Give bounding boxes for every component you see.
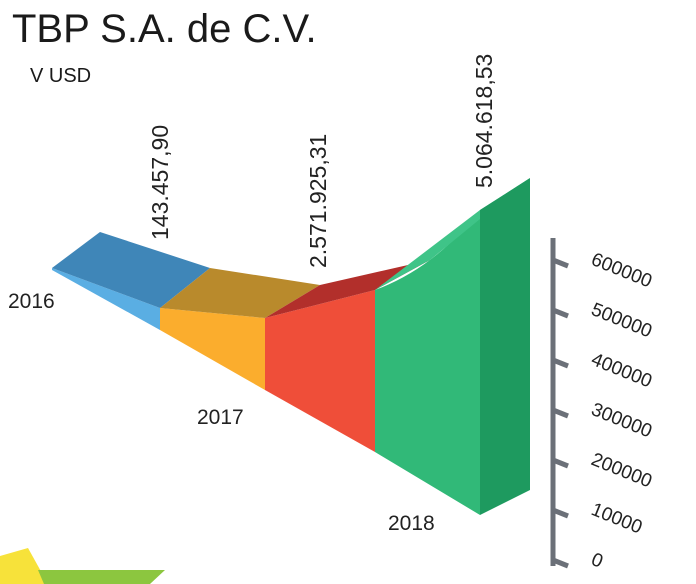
segment-2016 <box>52 232 210 330</box>
tick-mark <box>552 307 569 319</box>
value-label: 143.457,90 <box>147 125 173 240</box>
category-label: 2018 <box>388 512 435 535</box>
category-label: 2017 <box>197 406 244 429</box>
category-label: 2016 <box>8 290 55 313</box>
y-tick-label: 600000 <box>588 249 655 292</box>
segment-transition <box>160 268 320 390</box>
decoration <box>38 570 165 584</box>
segment-2018 <box>375 178 530 515</box>
decoration <box>0 548 48 584</box>
ticks: 0 10000 200000 300000 400000 500000 600000 <box>552 249 655 573</box>
y-tick-label: 200000 <box>588 449 655 492</box>
tick-mark <box>552 357 569 369</box>
tick-mark <box>552 557 569 569</box>
tick-mark <box>552 507 569 519</box>
y-tick-label: 300000 <box>588 399 655 442</box>
tick-mark <box>552 407 569 419</box>
chart-subtitle: V USD <box>30 65 91 87</box>
y-tick-label: 10000 <box>588 499 645 538</box>
tick-mark <box>552 457 569 469</box>
y-tick-label: 400000 <box>588 349 655 392</box>
segment-2017 <box>265 260 430 452</box>
chart-title: TBP S.A. de C.V. <box>12 7 317 51</box>
value-label: 5.064.618,53 <box>471 54 497 188</box>
y-tick-label: 0 <box>588 549 606 572</box>
value-label: 2.571.925,31 <box>305 134 331 268</box>
y-tick-label: 500000 <box>588 299 655 342</box>
tick-mark <box>552 257 569 269</box>
